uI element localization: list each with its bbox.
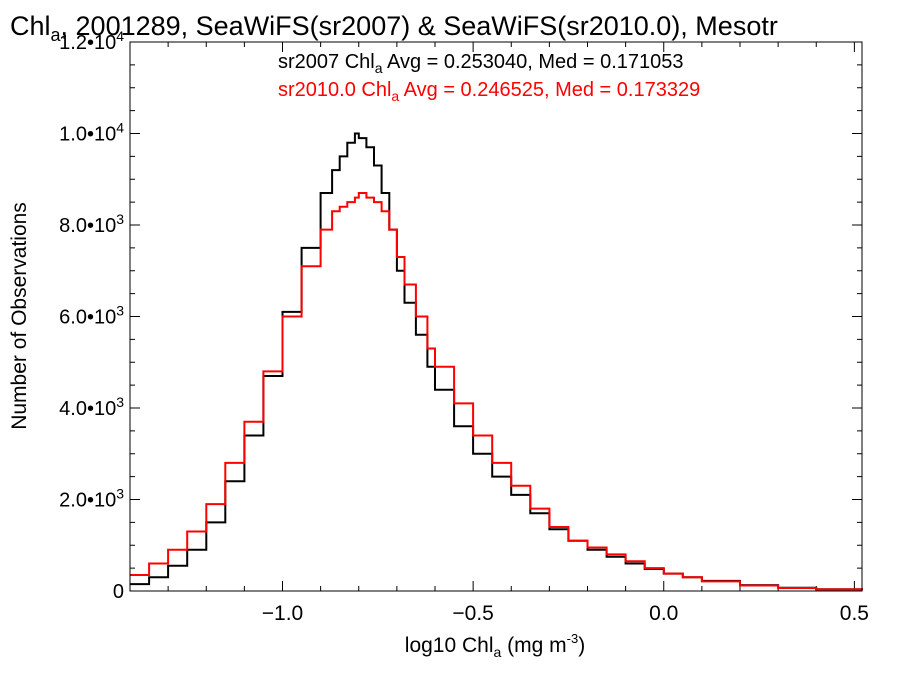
x-tick-label: −0.5: [452, 602, 493, 625]
sr2007-stats-annotation: sr2007 Chla Avg = 0.253040, Med = 0.1710…: [278, 51, 684, 76]
plot-frame: [129, 41, 863, 592]
histogram-series: [130, 132, 863, 591]
x-tick-label: −1.0: [262, 602, 303, 625]
y-tick-label: 1.0•104: [59, 120, 124, 146]
y-tick-label: 1.2•104: [59, 28, 124, 54]
y-tick-label: 8.0•103: [59, 211, 124, 237]
x-axis-label: log10 Chla (mg m-3): [405, 631, 585, 660]
y-axis-label: Number of Observations: [8, 202, 31, 430]
y-tick-label: 4.0•103: [59, 394, 124, 420]
chart-title-subscript: a: [51, 25, 62, 45]
y-tick-label: 2.0•103: [59, 486, 124, 512]
x-tick-label: 0.0: [649, 602, 678, 625]
axis-ticks: −1.0 −0.5 0.0 0.5 0 2.0•103 4.0•103 6.0•103 8.0•…: [59, 28, 869, 625]
chart-title: Chla, 2001289, SeaWiFS(sr2007) & SeaWiFS…: [10, 11, 778, 45]
y-tick-label: 6.0•103: [59, 303, 124, 329]
sr2010-histogram-line: [130, 192, 863, 591]
x-tick-label: 0.5: [840, 602, 869, 625]
sr2010-stats-annotation: sr2010.0 Chla Avg = 0.246525, Med = 0.17…: [278, 79, 700, 104]
sr2007-histogram-line: [130, 132, 863, 591]
y-tick-label: 0: [113, 581, 124, 603]
